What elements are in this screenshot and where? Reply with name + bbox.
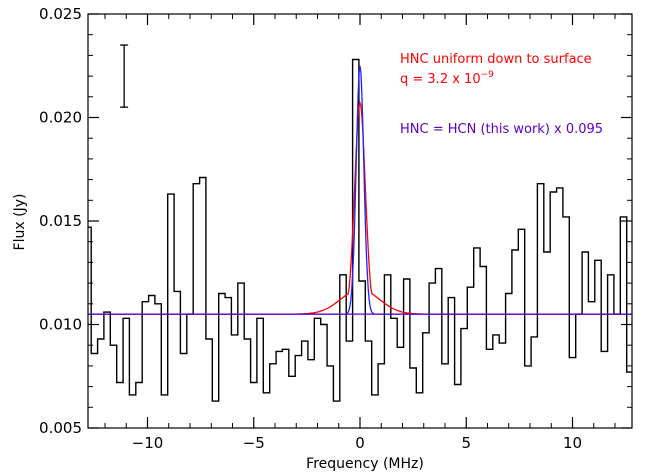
y-axis-label: Flux (Jy) — [12, 194, 28, 251]
q-value-annotation: q = 3.2 x 10−9 — [400, 70, 494, 87]
x-tick-label: −10 — [132, 434, 164, 452]
x-tick-label: 5 — [461, 434, 471, 452]
y-tick-label: 0.005 — [39, 419, 82, 437]
hnc-hcn-annotation: HNC = HCN (this work) x 0.095 — [400, 122, 603, 137]
observed-spectrum-line — [88, 58, 632, 402]
axes: −10 −5 0 5 10 0.005 0.010 0.015 0.020 0.025 — [39, 5, 633, 452]
x-tick-label: −5 — [243, 434, 265, 452]
q-exponent: −9 — [481, 70, 495, 80]
plot-area — [88, 58, 632, 402]
y-tick-label: 0.015 — [39, 212, 82, 230]
y-tick-label: 0.010 — [39, 316, 82, 334]
annotations: HNC uniform down to surface q = 3.2 x 10−… — [120, 44, 603, 137]
y-tick-label: 0.020 — [39, 109, 82, 127]
hnc-uniform-annotation: HNC uniform down to surface — [400, 52, 592, 67]
x-tick-label: 10 — [563, 434, 582, 452]
y-tick-label: 0.025 — [39, 5, 82, 23]
x-axis-label: Frequency (MHz) — [306, 456, 424, 472]
plot-clip-group — [88, 58, 632, 402]
x-tick-label: 0 — [355, 434, 365, 452]
